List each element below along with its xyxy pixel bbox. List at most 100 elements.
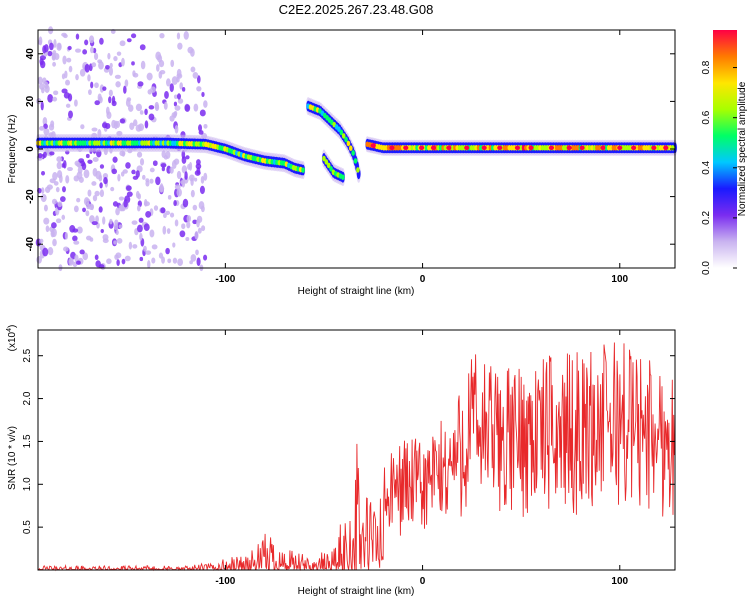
heatmap-speckle [108,89,113,97]
heatmap-speckle [160,163,167,168]
heatmap-speckle [88,89,92,96]
spectrogram-y-tick-label: -20 [25,189,36,204]
heatmap-speckle [145,250,152,255]
heatmap-speckle [94,100,100,106]
heatmap-speckle [182,198,189,208]
heatmap-speckle [50,230,55,238]
heatmap-speckle [99,84,104,93]
heatmap-speckle [118,196,125,201]
heatmap-speckle [193,177,198,182]
heatmap-speckle [90,81,94,89]
heatmap-speckle [121,258,126,265]
heatmap-speckle [192,71,199,79]
heatmap-speckle [164,91,169,99]
heatmap-speckle [201,91,205,98]
heatmap-speckle [179,82,183,90]
heatmap-speckle [143,223,150,232]
heatmap-upper-branch [305,97,361,183]
heatmap-speckle [98,61,104,70]
snr-y-tick-label: 2.5 [22,348,33,362]
heatmap-speckle [75,33,80,40]
heatmap-speckle [199,185,205,195]
heatmap-speckle [136,151,143,158]
heatmap-speckle [167,195,172,200]
heatmap-speckle [98,206,103,213]
heatmap-speckle [97,93,102,102]
snr-y-tick-label: 1.0 [22,477,33,491]
heatmap-speckle [158,71,163,79]
heatmap-speckle [62,186,66,193]
heatmap-speckle [149,229,155,238]
heatmap-main-ridge-left [35,134,306,180]
colorbar-tick-label: 0.8 [701,60,712,74]
heatmap-speckle [172,257,178,264]
heatmap-speckle [107,52,111,60]
heatmap-speckle [89,46,94,54]
heatmap-speckle [131,61,135,66]
heatmap-speckle [43,123,48,129]
heatmap-speckle [87,189,92,197]
snr-y-tick-label: 1.5 [22,434,33,448]
heatmap-speckle [171,76,178,85]
heatmap-speckle [165,247,170,255]
heatmap-speckle [135,170,140,178]
heatmap-speckle [91,127,98,132]
heatmap-speckle [203,172,208,181]
heatmap-speckle [143,245,147,252]
heatmap-speckle [136,205,141,212]
heatmap-speckle [156,64,160,72]
heatmap-speckle [203,100,208,108]
heatmap-speckle [170,59,175,68]
heatmap-speckle [125,162,131,169]
heatmap-speckle [199,109,206,117]
heatmap-speckle [196,218,200,228]
heatmap-speckle [193,103,199,112]
heatmap-speckle [43,128,50,136]
heatmap-speckle [169,83,174,93]
heatmap-speckle [53,90,59,96]
heatmap-speckle [174,184,181,190]
snr-y-scale-exponent: 4 [6,328,13,332]
figure-title: C2E2.2025.267.23.48.G08 [279,2,434,17]
heatmap-speckle [91,221,98,226]
snr-x-tick-label: -100 [215,576,235,587]
heatmap-speckle [185,237,190,242]
snr-panel: -100 0 100 0.5 1.0 1.5 2.0 2.5 Height of straig… [6,325,676,597]
heatmap-speckle [190,177,194,186]
heatmap-speckle [53,181,59,186]
heatmap-speckle [114,74,121,79]
heatmap-speckle [171,160,177,169]
spectrogram-x-tick-label: -100 [215,274,235,285]
heatmap-speckle [198,201,205,210]
heatmap-speckle [149,178,154,184]
heatmap-speckle [102,238,109,244]
heatmap-speckle [85,153,90,159]
spectrogram-panel: -100 0 100 -40 -20 0 20 40 Height of straight l… [7,26,678,297]
heatmap-speckle [179,230,186,238]
heatmap-speckle [94,254,99,261]
heatmap-speckle [92,194,98,202]
heatmap-speckle [43,151,47,158]
heatmap-speckle [135,124,142,132]
heatmap-speckle [172,242,176,248]
heatmap-speckle [68,65,73,73]
heatmap-speckle [75,74,79,81]
heatmap-speckle [163,213,167,219]
heatmap-speckle [159,183,164,192]
heatmap-speckle [117,173,121,182]
heatmap-speckle [154,101,159,110]
heatmap-speckle [139,110,144,115]
heatmap-speckle [52,238,57,247]
heatmap-speckle [139,232,143,241]
heatmap-speckle [111,168,118,175]
heatmap-speckle [121,151,126,157]
heatmap-speckle [177,42,183,50]
heatmap-speckle [198,130,204,135]
heatmap-speckle [181,87,186,92]
heatmap-speckle [119,118,126,124]
heatmap-speckle [99,182,103,189]
heatmap-speckle [56,42,62,51]
heatmap-speckle [42,247,49,257]
heatmap-speckle [115,120,121,129]
heatmap-speckle [76,260,81,265]
